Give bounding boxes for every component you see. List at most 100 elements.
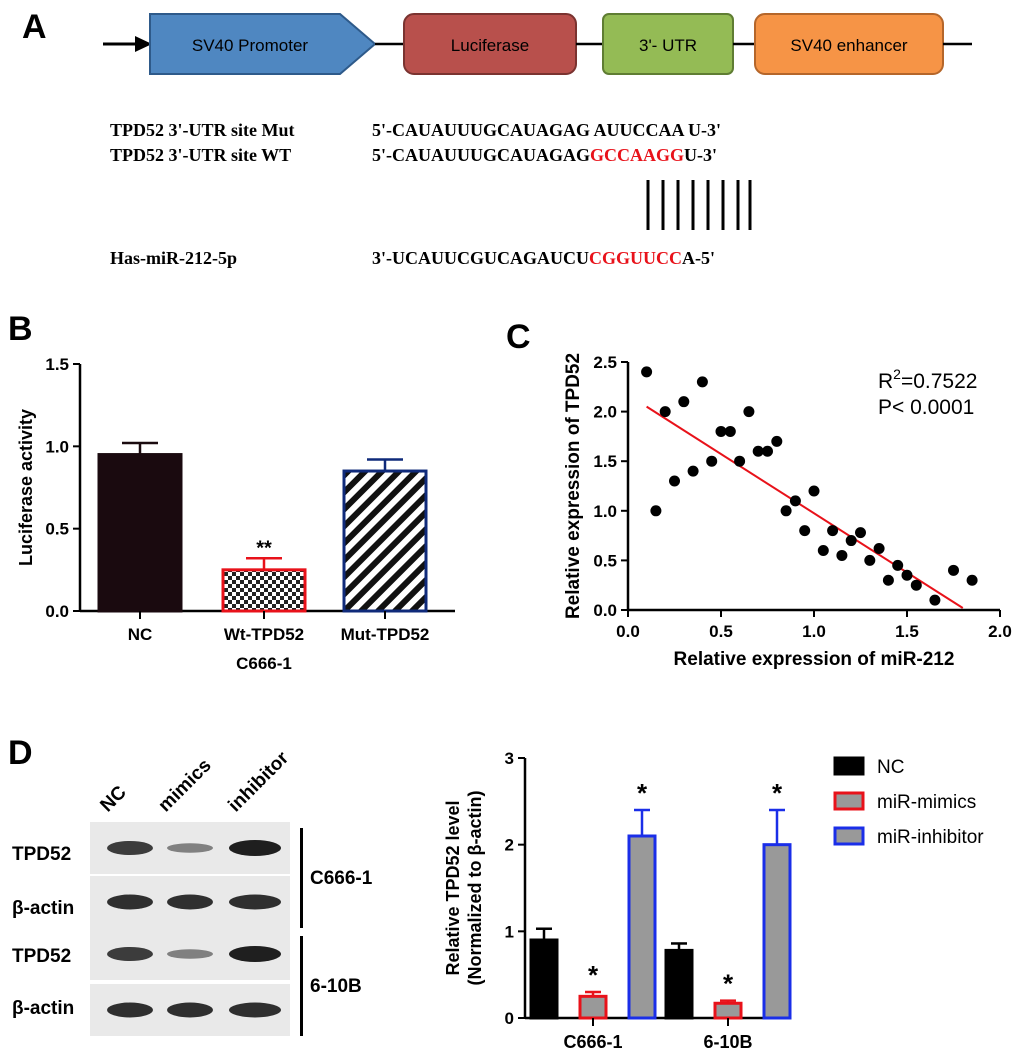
data-point: [827, 525, 839, 537]
blot-image: [90, 822, 290, 1036]
data-point: [678, 396, 690, 408]
cell-line-label-1: C666-1: [310, 868, 373, 889]
mir-seq-suffix: A-5': [681, 248, 715, 268]
blot-band: [167, 949, 213, 959]
data-point: [650, 505, 662, 517]
data-point: [910, 579, 922, 591]
mir-label: Has-miR-212-5p: [110, 248, 237, 268]
lane-label-nc: NC: [96, 782, 131, 817]
bar-wt-tpd52: [221, 568, 307, 613]
cell-line-bracket-2: [300, 936, 303, 1036]
data-point: [734, 455, 746, 467]
x-tick-label: 2.0: [988, 622, 1012, 641]
cell-line-bracket-1: [300, 828, 303, 928]
y-tick-label: 1.5: [593, 452, 617, 471]
p-value-label: P< 0.0001: [878, 396, 974, 419]
blot-band: [107, 947, 153, 961]
data-point: [864, 554, 876, 566]
y-axis-label: Luciferase activity: [16, 409, 36, 566]
significance-label: *: [772, 778, 783, 808]
construct-diagram: SV40 Promoter Luciferase 3'- UTR SV40 en…: [103, 13, 972, 75]
data-point: [873, 542, 885, 554]
mut-site-sequence: 5'-CAUAUUUGCAUAGAG AUUCCAA U-3': [372, 120, 721, 140]
x-tick-label: 1.5: [895, 622, 919, 641]
data-point: [724, 425, 736, 437]
data-point: [752, 445, 764, 457]
western-blot: NC mimics inhibitor TPD52 β-actin TPD52 …: [0, 740, 420, 1050]
wt-seq-prefix: 5'-CAUAUUUGCAUAGAG: [372, 145, 590, 165]
data-point: [892, 559, 904, 571]
enhancer-label: SV40 enhancer: [790, 36, 908, 55]
correlation-scatter-plot: 0.0 0.5 1.0 1.5 2.0 2.5 0.0 0.5 1.0 1.5 2.0 Relativ…: [563, 353, 1012, 670]
significance-label: **: [256, 537, 272, 559]
blot-row-label-4: β-actin: [12, 998, 75, 1019]
arrow-head-icon: [135, 36, 152, 52]
blot-row-label-1: TPD52: [12, 844, 72, 865]
panel-d-label: D: [8, 734, 33, 772]
y-axis-label: Relative expression of TPD52: [563, 353, 584, 619]
data-point: [687, 465, 699, 477]
x-tick-label: 0.5: [709, 622, 733, 641]
bar: [762, 843, 792, 1020]
blot-band: [229, 840, 281, 856]
wt-seq-site: GCCAAGG: [590, 145, 684, 165]
tpd52-level-bar-chart: 0 1 2 3 * * C666-1 * * 6-10B Relative TPD52 level(…: [443, 749, 984, 1052]
data-point: [882, 574, 894, 586]
blot-band: [107, 894, 153, 910]
mut-site-label: TPD52 3'-UTR site Mut: [110, 120, 295, 140]
data-point: [966, 574, 978, 586]
blot-row-label-3: TPD52: [12, 946, 72, 967]
blot-band: [167, 1002, 213, 1018]
lane-label-inhibitor: inhibitor: [224, 747, 294, 817]
data-point: [669, 475, 680, 487]
bar-nc: [97, 453, 183, 613]
bar: [578, 994, 608, 1020]
x-tick-label: 0.0: [616, 622, 640, 641]
y-tick-label: 0.5: [45, 520, 69, 539]
data-point: [715, 425, 727, 437]
mir-seq-site: CGGUUCC: [588, 248, 682, 268]
y-tick-label: 0: [505, 1009, 514, 1028]
data-point: [706, 455, 718, 467]
data-point: [771, 435, 783, 447]
y-tick-label: 0.0: [593, 601, 617, 620]
legend-label: miR-mimics: [877, 792, 976, 813]
blot-band: [107, 841, 153, 855]
mir-seq-prefix: 3'-UCAUUCGUCAGAUCU: [372, 248, 589, 268]
luciferase-label: Luciferase: [451, 36, 529, 55]
legend-swatch: [833, 826, 865, 846]
utr-label: 3'- UTR: [639, 36, 697, 55]
data-point: [929, 594, 941, 606]
blot-band: [167, 894, 213, 910]
x-tick-label: Wt-TPD52: [224, 625, 304, 644]
r-squared-superscript: 2: [893, 366, 901, 382]
blot-band: [229, 894, 281, 910]
data-point: [948, 564, 959, 576]
promoter-shape: [149, 13, 377, 75]
y-tick-label: 2: [505, 836, 514, 855]
data-point: [780, 505, 792, 517]
x-tick-label: C666-1: [563, 1032, 622, 1052]
blot-band: [229, 1002, 281, 1018]
x-axis-label: C666-1: [236, 654, 292, 673]
data-point: [836, 549, 848, 561]
y-tick-label: 1.0: [45, 437, 69, 456]
wt-seq-suffix: U-3': [684, 145, 717, 165]
data-point: [696, 376, 708, 388]
data-point: [641, 366, 653, 378]
bar: [627, 834, 657, 1020]
data-point: [817, 544, 829, 556]
blot-band: [229, 946, 281, 962]
legend-swatch: [833, 756, 865, 776]
y-tick-label: 0.0: [45, 602, 69, 621]
y-tick-label: 1: [505, 922, 514, 941]
y-tick-label: 0.5: [593, 551, 617, 570]
r-squared-value: =0.7522: [901, 370, 978, 393]
base-pairing-lines: [646, 180, 752, 230]
blot-band: [107, 1002, 153, 1018]
data-point: [743, 406, 755, 418]
y-tick-label: 2.0: [593, 403, 617, 422]
data-point: [808, 485, 820, 497]
x-tick-label: NC: [128, 625, 153, 644]
x-tick-label: 1.0: [802, 622, 826, 641]
